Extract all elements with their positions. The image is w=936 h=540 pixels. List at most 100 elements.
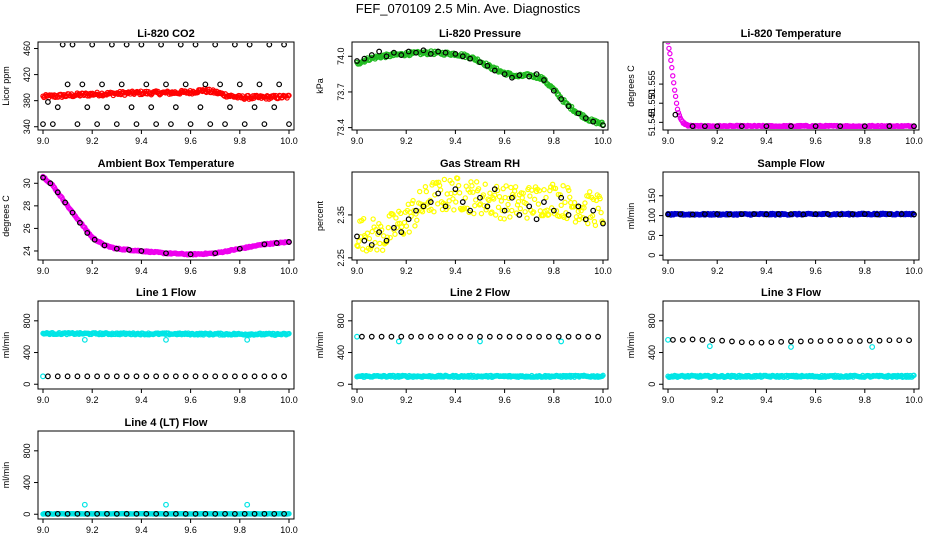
chart-title: Sample Flow [757, 158, 825, 170]
data-point [751, 211, 757, 217]
data-point [383, 237, 390, 244]
data-point [133, 121, 140, 128]
y-axis-label: Licor ppm [1, 66, 11, 106]
x-tick-label: 9.2 [86, 266, 99, 276]
data-point [866, 337, 873, 344]
data-point [447, 333, 454, 340]
x-tick-label: 9.8 [234, 266, 247, 276]
data-point [84, 230, 91, 236]
data-point [575, 333, 582, 340]
data-point [403, 223, 410, 229]
data-point [412, 223, 418, 229]
data-point [544, 207, 550, 213]
data-point [435, 190, 442, 197]
data-point [354, 333, 360, 340]
data-point [536, 188, 543, 194]
data-point [163, 250, 169, 257]
data-point [449, 180, 455, 186]
data-point [677, 211, 684, 217]
x-tick-label: 9.6 [184, 266, 197, 276]
y-axis-label: kPa [315, 78, 325, 94]
data-point [455, 182, 462, 189]
data-point [113, 510, 120, 517]
data-point [516, 72, 523, 79]
data-point [667, 50, 673, 57]
figure-title: FEF_070109 2.5 Min. Ave. Diagnostics [355, 1, 581, 16]
data-point [874, 211, 880, 218]
data-point [729, 338, 735, 345]
data-point [40, 121, 46, 128]
x-tick-label: 9.0 [37, 395, 50, 405]
data-point [62, 199, 69, 206]
y-tick-label: 2.25 [336, 249, 346, 267]
data-point [597, 195, 603, 202]
data-series-1 [40, 43, 292, 128]
data-point [512, 184, 519, 190]
data-point [505, 201, 511, 208]
data-point [565, 333, 572, 340]
data-point [202, 373, 209, 380]
data-point [388, 333, 395, 340]
data-point [477, 333, 483, 340]
data-point [459, 53, 466, 60]
chart-co2: Li-820 CO2 Licor ppm 9.0 9.2 9.4 9.6 9.8 10.0 34… [1, 28, 298, 146]
data-point [775, 211, 782, 217]
data-point [530, 210, 536, 216]
data-point [227, 104, 233, 111]
data-point [163, 501, 169, 508]
x-tick-label: 9.2 [400, 395, 413, 405]
data-point [79, 81, 86, 88]
y-tick-label: 0 [647, 253, 657, 258]
data-point [558, 202, 564, 209]
data-point [515, 198, 522, 205]
plot-frame [351, 171, 609, 261]
data-point [509, 207, 515, 214]
data-point [414, 217, 420, 223]
data-point [354, 233, 360, 240]
chart-rh: Gas Stream RH percent 9.0 9.2 9.4 9.6 9.8 10.0 2… [315, 158, 612, 276]
data-point [45, 373, 51, 380]
data-point [81, 501, 88, 508]
x-tick-label: 9.4 [135, 525, 148, 535]
data-point [886, 337, 893, 344]
x-tick-label: 9.8 [548, 266, 561, 276]
data-point [368, 52, 375, 58]
data-point [556, 213, 563, 219]
data-series-0 [40, 86, 292, 102]
data-point [486, 197, 492, 204]
data-point [507, 214, 513, 220]
y-tick-label: 800 [22, 443, 32, 458]
x-tick-label: 9.4 [760, 395, 773, 405]
data-point [452, 186, 459, 193]
data-point [222, 373, 228, 380]
data-point [763, 123, 770, 129]
data-point [541, 199, 547, 205]
data-point [84, 373, 91, 380]
data-point [599, 373, 605, 379]
plot-frame [351, 41, 609, 131]
y-tick-label: 0 [336, 382, 346, 387]
data-point [420, 203, 427, 210]
data-point [886, 211, 893, 217]
data-point [467, 333, 474, 340]
x-tick-label: 9.6 [184, 525, 197, 535]
data-point [406, 229, 412, 235]
data-point [104, 104, 110, 111]
data-point [40, 174, 46, 181]
x-tick-label: 9.8 [859, 395, 872, 405]
data-point [153, 121, 160, 128]
data-point [472, 202, 478, 209]
data-series-2 [45, 510, 287, 517]
data-point [172, 373, 179, 380]
x-tick-label: 9.6 [809, 136, 822, 146]
data-point [359, 333, 365, 340]
data-point [545, 333, 552, 340]
x-tick-label: 9.4 [449, 266, 462, 276]
chart-title: Ambient Box Temperature [98, 158, 235, 170]
x-tick-label: 9.2 [711, 266, 724, 276]
y-tick-label: 340 [22, 119, 32, 134]
data-point [99, 81, 105, 88]
data-point [374, 247, 380, 253]
y-tick-label: 51.545 [647, 109, 657, 137]
y-tick-label: 2.35 [336, 206, 346, 224]
